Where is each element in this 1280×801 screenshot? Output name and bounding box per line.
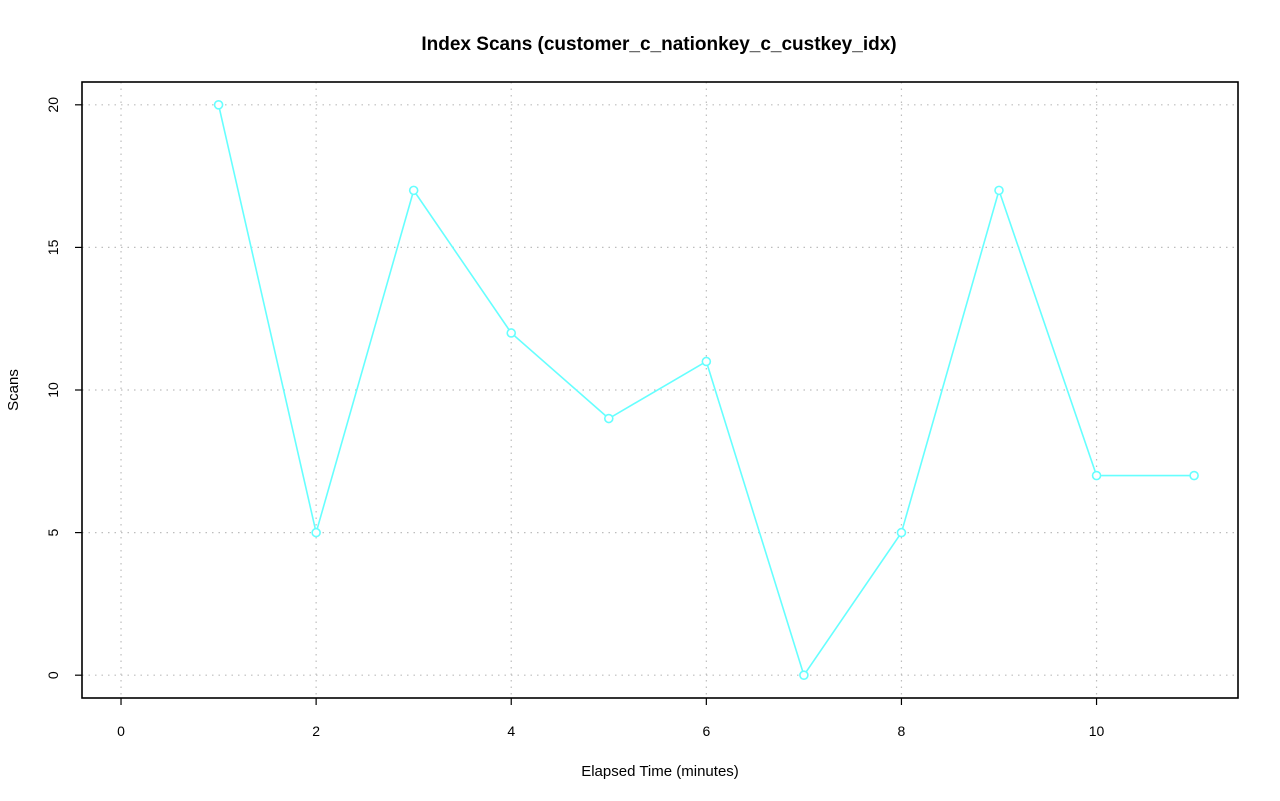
x-axis-label: Elapsed Time (minutes) bbox=[581, 763, 739, 780]
data-point bbox=[603, 413, 614, 424]
grid bbox=[82, 82, 1238, 698]
data-point bbox=[994, 185, 1004, 196]
x-tick-label: 10 bbox=[1089, 723, 1105, 739]
data-point bbox=[408, 185, 419, 196]
y-axis: 0 5 10 15 20 bbox=[45, 97, 82, 679]
data-point bbox=[896, 527, 907, 538]
y-tick-label: 0 bbox=[45, 671, 61, 679]
y-tick-label: 15 bbox=[45, 239, 61, 255]
y-tick-label: 20 bbox=[45, 97, 61, 113]
y-axis-label: Scans bbox=[5, 369, 22, 411]
y-tick-label: 5 bbox=[45, 528, 61, 536]
chart-title: Index Scans (customer_c_nationkey_c_cust… bbox=[421, 34, 896, 55]
x-tick-label: 0 bbox=[117, 723, 125, 739]
data-point bbox=[701, 356, 712, 367]
x-tick-label: 8 bbox=[898, 723, 906, 739]
data-point bbox=[1091, 470, 1102, 481]
x-axis: 0 2 4 6 8 10 bbox=[117, 698, 1105, 739]
x-tick-label: 6 bbox=[702, 723, 710, 739]
data-point bbox=[799, 670, 809, 680]
series-layer bbox=[213, 100, 1199, 680]
x-tick-label: 2 bbox=[312, 723, 320, 739]
y-tick-label: 10 bbox=[45, 382, 61, 398]
x-tick-label: 4 bbox=[507, 723, 515, 739]
data-point bbox=[1189, 470, 1199, 481]
data-point bbox=[311, 527, 321, 538]
data-point bbox=[506, 328, 517, 338]
data-point bbox=[213, 100, 224, 110]
